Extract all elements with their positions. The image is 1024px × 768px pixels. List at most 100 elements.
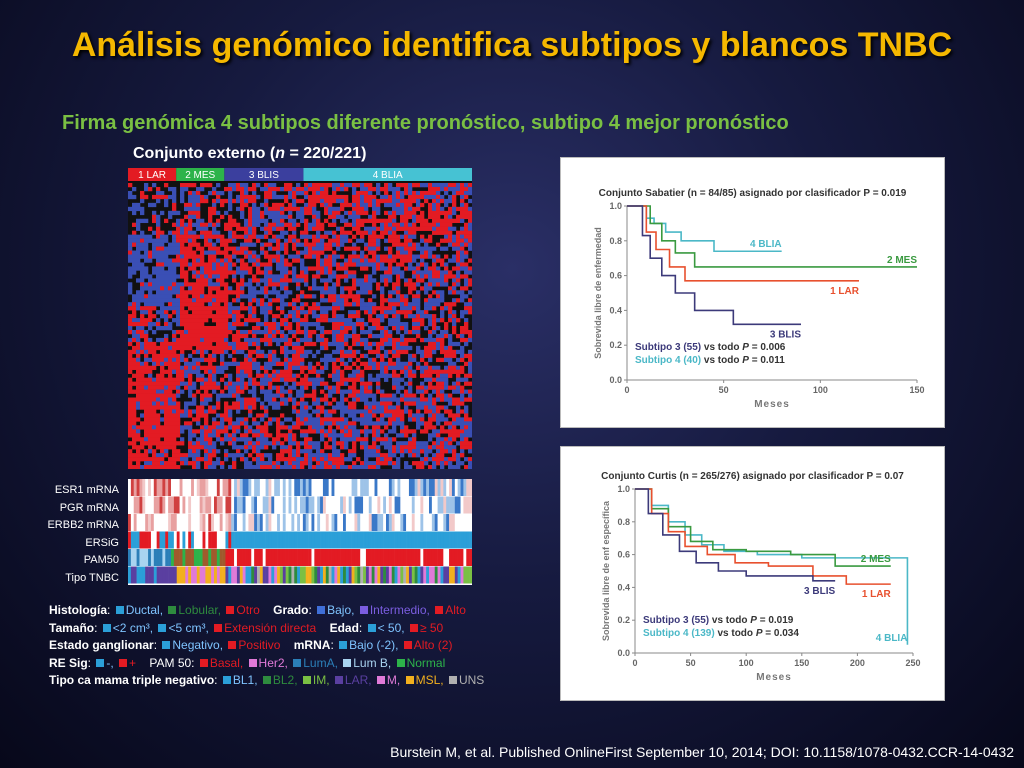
series-label: 3 BLIS <box>770 329 801 340</box>
km-curve <box>635 488 909 645</box>
legend-row-4: RE Sig: -, + PAM 50: Basal, Her2, LumA, … <box>49 655 446 670</box>
legend-swatch <box>405 676 414 684</box>
legend-item-label: MSL, <box>415 673 447 687</box>
legend-swatch <box>293 658 302 667</box>
slide-subtitle: Firma genómica 4 subtipos diferente pron… <box>62 112 789 134</box>
legend-title-ganglionar: Estado ganglionar <box>49 638 154 652</box>
legend-title-mrna: mRNA <box>293 638 331 652</box>
legend-resig-items: -, + <box>94 656 136 670</box>
legend-swatch <box>96 658 105 667</box>
legend-item-label: IM, <box>312 673 333 687</box>
km-chart-curtis: Conjunto Curtis (n = 265/276) asignado p… <box>601 471 921 683</box>
legend-item-label: Positivo <box>238 638 281 652</box>
group-label: 3 BLIS <box>249 170 279 181</box>
x-tick-label: 100 <box>813 385 828 395</box>
legend-item-label: Lobular, <box>178 603 225 617</box>
km-panel-sabatier: Conjunto Sabatier (n = 84/85) asignado p… <box>560 157 945 428</box>
legend-item-label: Bajo (-2), <box>349 638 402 652</box>
expression-heatmap: 1 LAR 2 MES 3 BLIS 4 BLIA <box>128 168 472 469</box>
legend-item-label: Extensión directa <box>224 620 317 635</box>
legend-swatch <box>359 606 368 614</box>
y-tick-label: 0.8 <box>617 517 630 527</box>
legend-swatch <box>228 641 237 649</box>
y-tick-label: 0.4 <box>617 582 630 592</box>
km-chart-sabatier: Conjunto Sabatier (n = 84/85) asignado p… <box>593 188 925 410</box>
legend-item-label: LumA, <box>303 655 342 670</box>
x-tick-label: 0 <box>632 658 637 668</box>
x-tick-label: 50 <box>719 385 729 395</box>
y-tick-label: 0.6 <box>609 271 622 281</box>
x-tick-label: 250 <box>905 658 920 668</box>
track-label: PAM50 <box>83 554 119 566</box>
km-curve <box>627 205 801 326</box>
group-label: 2 MES <box>185 170 215 181</box>
legend-swatch <box>214 623 223 632</box>
legend-swatch <box>115 606 124 614</box>
km-curve <box>627 205 859 282</box>
legend-swatch <box>334 676 343 684</box>
legend-item-label: Basal, <box>209 655 247 670</box>
group-label: 1 LAR <box>138 170 166 181</box>
legend-title-resig: RE Sig <box>49 655 88 670</box>
series-label: 4 BLIA <box>876 633 908 644</box>
p-value-annotation: Subtipo 4 (40) vs todo P = 0.011 <box>635 355 785 366</box>
y-axis-label: Sobrevida libre de enfermedad <box>593 227 603 359</box>
legend-item-label: -, <box>106 655 118 670</box>
legend-item-label: Her2, <box>258 655 292 670</box>
legend-swatch <box>376 676 385 684</box>
legend-title-histologia: Histología <box>49 603 108 617</box>
conjunto-n: n <box>275 145 285 162</box>
legend-edad-items: < 50, ≥ 50 <box>366 620 443 635</box>
x-axis-label: Meses <box>754 399 790 410</box>
legend-item-label: Intermedio, <box>369 603 434 617</box>
series-label: 1 LAR <box>862 589 892 600</box>
legend-item-label: < 50, <box>377 620 408 635</box>
legend-row-3: Estado ganglionar: Negativo, Positivo mR… <box>49 638 453 652</box>
citation: Burstein M, et al. Published OnlineFirst… <box>390 744 1014 760</box>
legend-swatch <box>367 623 376 632</box>
clinical-annotation-tracks <box>128 479 472 585</box>
legend-swatch <box>317 606 326 614</box>
legend-ganglionar-items: Negativo, Positivo <box>160 638 280 652</box>
heatmap-cells <box>128 183 472 469</box>
track-label: ESR1 mRNA <box>54 484 119 496</box>
legend-swatch <box>158 623 167 632</box>
km-curve <box>635 488 891 567</box>
legend-title-tipo: Tipo ca mama triple negativo <box>49 673 215 687</box>
legend-swatch <box>448 676 457 684</box>
y-axis-label: Sobrevida libre de enf específica <box>601 500 611 641</box>
legend-item-label: BL1, <box>232 673 261 687</box>
slide-title: Análisis genómico identifica subtipos y … <box>71 26 953 64</box>
legend-item-label: Bajo, <box>327 603 358 617</box>
conjunto-prefix: Conjunto externo ( <box>133 145 276 162</box>
legend-item-label: Negativo, <box>172 638 227 652</box>
km-curve <box>627 205 917 268</box>
legend-swatch <box>302 676 311 684</box>
track-label: ERSiG <box>85 536 119 549</box>
y-tick-label: 0.4 <box>609 305 622 315</box>
legend-row-1: Histología: Ductal, Lobular, Otro Grado:… <box>49 603 466 617</box>
legend-row-5: Tipo ca mama triple negativo: BL1, BL2, … <box>49 673 485 687</box>
series-label: 1 LAR <box>830 286 860 297</box>
legend-item-label: <2 cm³, <box>112 620 157 635</box>
series-label: 3 BLIS <box>804 586 835 597</box>
group-bar <box>224 168 304 181</box>
legend-swatch <box>168 606 177 614</box>
series-label: 2 MES <box>887 255 917 266</box>
legend-swatch <box>119 658 128 667</box>
y-tick-label: 1.0 <box>609 201 622 211</box>
legend-swatch <box>409 623 418 632</box>
p-value-annotation: Subtipo 3 (55) vs todo P = 0.006 <box>635 342 786 353</box>
series-label: 4 BLIA <box>750 239 782 250</box>
legend-item-label: Alto (2) <box>413 638 453 652</box>
km-panel-curtis: Conjunto Curtis (n = 265/276) asignado p… <box>560 446 945 701</box>
y-tick-label: 0.0 <box>609 375 622 385</box>
x-tick-label: 200 <box>850 658 865 668</box>
legend-swatch <box>248 658 257 667</box>
series-label: 2 MES <box>861 554 891 565</box>
heatmap-legend: Histología: Ductal, Lobular, Otro Grado:… <box>49 602 484 690</box>
x-tick-label: 0 <box>624 385 629 395</box>
legend-item-label: UNS <box>458 673 485 687</box>
legend-swatch <box>435 606 444 614</box>
legend-swatch <box>396 658 405 667</box>
